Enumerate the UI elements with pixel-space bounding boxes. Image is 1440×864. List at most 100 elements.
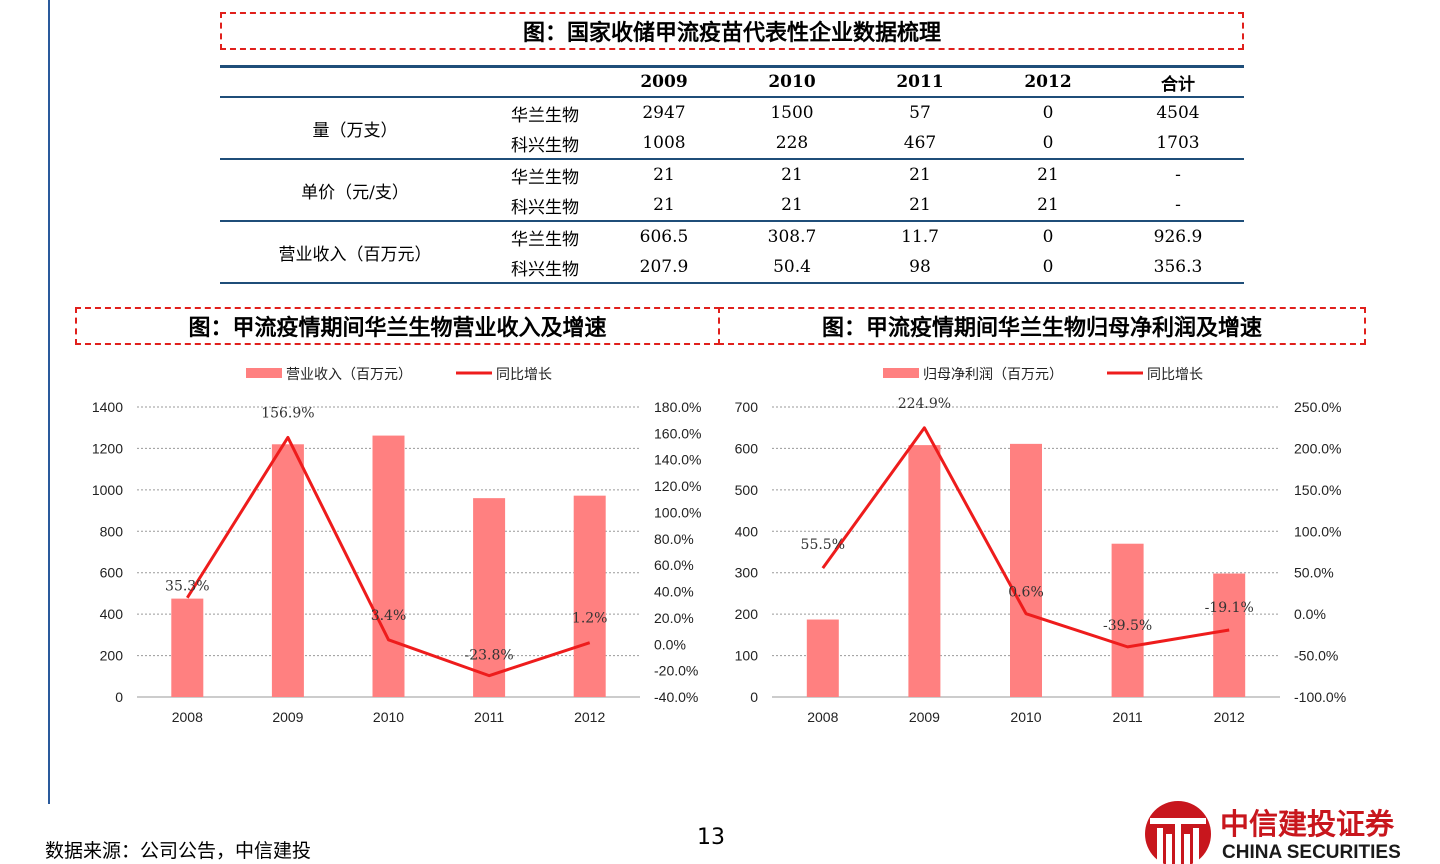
group-label: 营业收入（百万元） — [220, 221, 490, 284]
bar — [372, 435, 405, 697]
legend-bar-label: 营业收入（百万元） — [286, 366, 412, 382]
value-cell: 308.7 — [767, 227, 817, 247]
value-cell: 1500 — [770, 103, 814, 123]
legend-line-label: 同比增长 — [496, 366, 552, 382]
company-cell: 科兴生物 — [490, 128, 600, 160]
vaccine-data-table: 2009 2010 2011 2012 合计 量（万支） 华兰生物 2947 1… — [220, 65, 1244, 284]
growth-data-label: 1.2% — [572, 611, 608, 627]
growth-data-label: 3.4% — [371, 608, 407, 624]
y2-tick-label: 100.0% — [654, 504, 701, 520]
bar — [473, 498, 506, 697]
y2-tick-label: -100.0% — [1294, 689, 1346, 705]
table-row: 科兴生物 1008 228 467 0 1703 — [220, 128, 1244, 160]
header-cell — [220, 65, 490, 98]
y-tick-label: 1000 — [92, 482, 123, 498]
table-title: 图：国家收储甲流疫苗代表性企业数据梳理 — [220, 12, 1244, 50]
revenue-chart-title: 图：甲流疫情期间华兰生物营业收入及增速 — [75, 307, 720, 345]
x-tick-label: 2010 — [1010, 709, 1041, 725]
value-cell: 11.7 — [901, 227, 939, 247]
y2-tick-label: 60.0% — [654, 557, 694, 573]
bar — [271, 444, 304, 697]
x-tick-label: 2008 — [172, 709, 203, 725]
x-tick-label: 2009 — [909, 709, 940, 725]
x-tick-label: 2008 — [807, 709, 838, 725]
x-tick-label: 2012 — [574, 709, 605, 725]
y2-tick-label: 200.0% — [1294, 440, 1341, 456]
y-tick-label: 300 — [735, 565, 759, 581]
bar — [806, 619, 839, 697]
y-tick-label: 600 — [735, 440, 759, 456]
header-cell: 2012 — [984, 65, 1112, 98]
growth-line — [186, 435, 591, 678]
y2-tick-label: 100.0% — [1294, 523, 1341, 539]
growth-data-label: 224.9% — [898, 396, 951, 412]
data-source-note: 数据来源：公司公告，中信建投 — [45, 840, 312, 862]
y2-tick-label: 180.0% — [654, 399, 701, 415]
company-cell: 科兴生物 — [490, 252, 600, 284]
table-header-row: 2009 2010 2011 2012 合计 — [220, 65, 1244, 98]
growth-data-label: -39.5% — [1103, 618, 1152, 634]
x-tick-label: 2011 — [1113, 709, 1143, 725]
growth-data-label: -19.1% — [1205, 600, 1254, 616]
y-tick-label: 700 — [735, 399, 759, 415]
y2-tick-label: 50.0% — [1294, 565, 1334, 581]
value-cell: 21 — [728, 190, 856, 222]
y-tick-label: 0 — [750, 689, 758, 705]
header-cell: 2010 — [728, 65, 856, 98]
table-row: 单价（元/支） 华兰生物 21 21 21 21 - — [220, 159, 1244, 222]
y-tick-label: 500 — [735, 482, 759, 498]
y2-tick-label: 120.0% — [654, 478, 701, 494]
value-cell: 21 — [600, 190, 728, 222]
header-cell: 2011 — [856, 65, 984, 98]
value-cell: - — [1175, 165, 1181, 185]
y2-tick-label: 160.0% — [654, 425, 701, 441]
value-cell: 0 — [1042, 227, 1054, 247]
y2-tick-label: -50.0% — [1294, 648, 1338, 664]
value-cell: 21 — [909, 165, 931, 185]
left-accent-line — [48, 0, 50, 804]
group-label: 单价（元/支） — [220, 159, 490, 222]
y-tick-label: 1200 — [92, 440, 123, 456]
y2-tick-label: -20.0% — [654, 663, 698, 679]
header-cell: 2009 — [600, 65, 728, 98]
value-cell: 1008 — [600, 128, 728, 160]
y-tick-label: 0 — [115, 689, 123, 705]
bar — [1213, 573, 1246, 697]
revenue-chart: 0 200 400 600 800 1000 1200 1400 -40.0% -20.0% 0.0… — [92, 366, 702, 725]
y-tick-label: 200 — [100, 648, 124, 664]
value-cell: 21 — [1037, 165, 1059, 185]
table-row: 科兴生物 207.9 50.4 98 0 356.3 — [220, 252, 1244, 284]
value-cell: 21 — [653, 165, 675, 185]
growth-data-label: -23.8% — [464, 648, 513, 664]
value-cell: 207.9 — [600, 252, 728, 284]
company-cell: 华兰生物 — [511, 105, 579, 126]
table-row: 量（万支） 华兰生物 2947 1500 57 0 4504 — [220, 97, 1244, 160]
y2-tick-label: 250.0% — [1294, 399, 1341, 415]
y2-tick-label: 40.0% — [654, 584, 694, 600]
x-tick-label: 2009 — [272, 709, 303, 725]
y-tick-label: 1400 — [92, 399, 123, 415]
growth-data-label: 55.5% — [801, 537, 845, 553]
y2-tick-label: 80.0% — [654, 531, 694, 547]
table-row: 科兴生物 21 21 21 21 - — [220, 190, 1244, 222]
y2-tick-label: 0.0% — [654, 636, 686, 652]
x-tick-label: 2011 — [474, 709, 504, 725]
value-cell: 2947 — [642, 103, 686, 123]
legend-bar-swatch — [246, 368, 282, 378]
group-label: 量（万支） — [220, 97, 490, 160]
y2-tick-label: -40.0% — [654, 689, 698, 705]
china-securities-logo: 中信建投证券 CHINA SECURITIES — [1145, 801, 1401, 864]
value-cell: 4504 — [1156, 103, 1200, 123]
bar — [171, 598, 204, 697]
bar — [573, 495, 606, 697]
y-tick-label: 800 — [100, 523, 124, 539]
growth-data-label: 0.6% — [1008, 585, 1044, 601]
bar — [1010, 443, 1042, 697]
y2-tick-label: 140.0% — [654, 452, 701, 468]
value-cell: 606.5 — [639, 227, 689, 247]
value-cell: 21 — [856, 190, 984, 222]
value-cell: 926.9 — [1153, 227, 1203, 247]
y2-tick-label: 0.0% — [1294, 606, 1326, 622]
x-tick-label: 2012 — [1214, 709, 1245, 725]
company-cell: 华兰生物 — [511, 229, 579, 250]
